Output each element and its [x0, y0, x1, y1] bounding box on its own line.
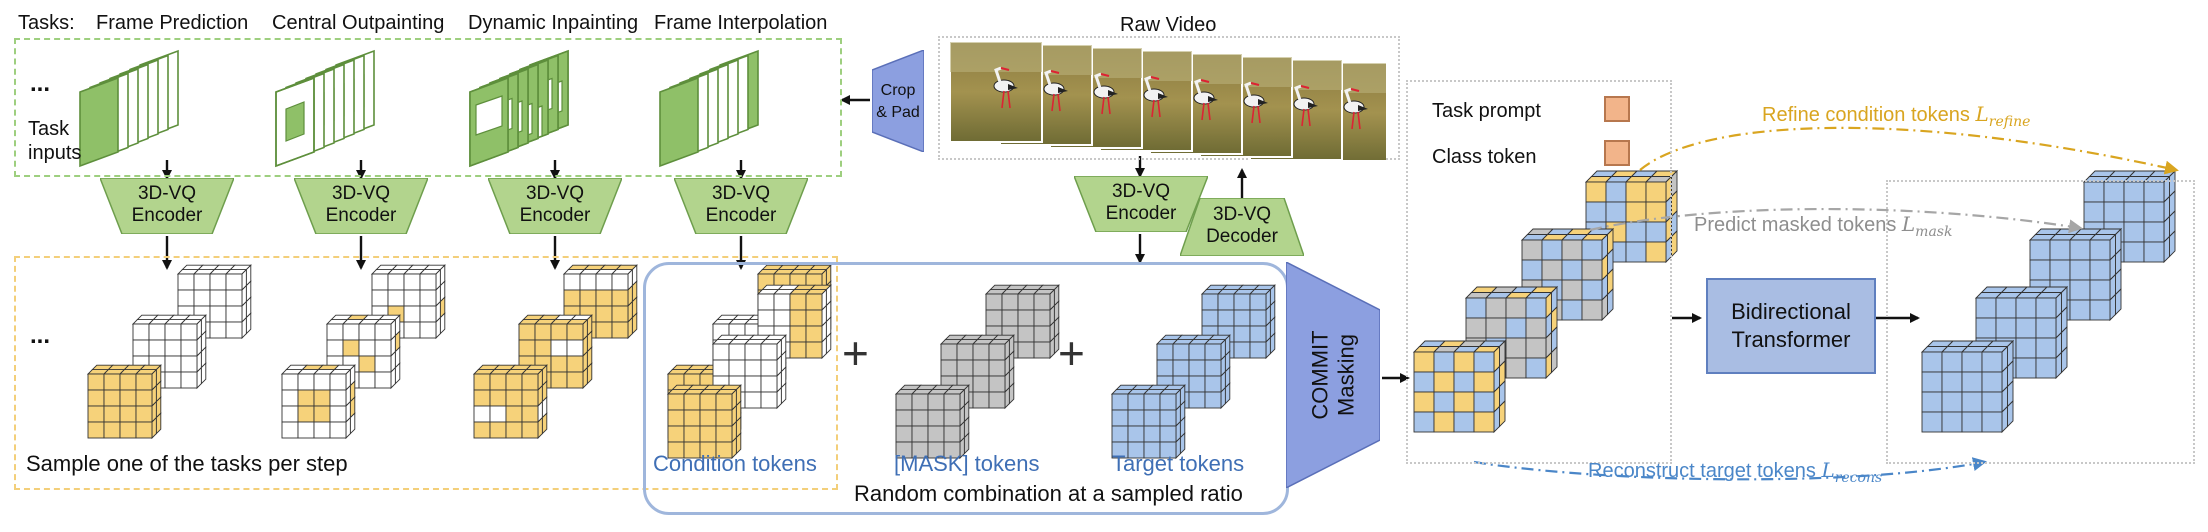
commit-label: COMMIT — [1308, 330, 1334, 420]
token-cube — [472, 364, 548, 440]
token-cubes — [86, 169, 2177, 460]
task-inputs-label-2: inputs — [28, 142, 82, 164]
output-cube-bottom — [1920, 339, 2015, 434]
frame-pane — [659, 76, 699, 168]
target-tokens-label: Target tokens — [1112, 451, 1245, 476]
token-cube — [666, 384, 742, 460]
recons-loss-arrow — [1473, 457, 1987, 481]
raw-video-label: Raw Video — [1120, 14, 1217, 36]
encoder-line2: Encoder — [131, 205, 203, 226]
decoder-raw-video: 3D-VQ Decoder — [1180, 198, 1304, 256]
encoder-line2: Encoder — [325, 205, 397, 226]
encoder-raw-video: 3D-VQ Encoder — [1074, 176, 1208, 232]
crop-label: Crop — [880, 82, 916, 99]
task-input-frames — [79, 49, 759, 168]
task-inputs-box — [14, 38, 842, 177]
task-frame-interpolation: Frame Interpolation — [654, 12, 828, 34]
plus-sign-1: + — [842, 327, 869, 379]
masking-label: Masking — [1334, 334, 1360, 416]
frame-pane — [469, 76, 509, 168]
tasks-label: Tasks: — [18, 12, 75, 34]
transformer-line1: Bidirectional — [1731, 299, 1851, 324]
video-frame — [949, 41, 1043, 143]
token-cube — [562, 264, 638, 340]
token-cube — [86, 364, 162, 440]
encoder-line1: 3D-VQ — [525, 183, 585, 204]
task-prompt-token-icon — [1604, 96, 1630, 122]
frame-pane — [79, 76, 119, 168]
token-samples-box — [14, 256, 838, 490]
encoder-dynamic-inpainting: 3D-VQ Encoder — [488, 178, 622, 234]
refine-loss-arrow — [1639, 126, 2179, 175]
token-cube — [984, 284, 1060, 360]
task-prompt-label: Task prompt — [1432, 100, 1541, 122]
bidirectional-transformer: Bidirectional Transformer — [1706, 278, 1876, 374]
encoder-line1: 3D-VQ — [331, 183, 391, 204]
recons-loss-label: Reconstruct target tokens Lrecons — [1588, 458, 1883, 486]
task-dynamic-inpainting: Dynamic Inpainting — [468, 12, 639, 34]
input-cube-bottom — [1412, 339, 1507, 434]
output-box — [1886, 180, 2195, 464]
output-cube-2 — [2028, 227, 2123, 322]
token-cube — [894, 384, 970, 460]
commit-masking-block: COMMIT Masking — [1286, 262, 1380, 488]
ellipsis-top: ... — [30, 70, 51, 97]
encoder-line1: 3D-VQ — [137, 183, 197, 204]
encoder-line2: Encoder — [705, 205, 777, 226]
plus-sign-2: + — [1058, 327, 1085, 379]
ellipsis-bottom: ... — [30, 322, 51, 349]
encoder-central-outpainting: 3D-VQ Encoder — [294, 178, 428, 234]
encoder-line1: 3D-VQ — [711, 183, 771, 204]
decoder-line1: 3D-VQ — [1212, 204, 1272, 225]
crop-pad-block: Crop & Pad — [872, 50, 924, 152]
encoder-frame-interpolation: 3D-VQ Encoder — [674, 178, 808, 234]
decoder-line2: Decoder — [1206, 226, 1278, 247]
mask-tokens-label: [MASK] tokens — [894, 451, 1040, 476]
encoder-line1: 3D-VQ — [1111, 181, 1171, 202]
task-inputs-label-1: Task — [28, 118, 70, 140]
class-token-icon — [1604, 140, 1630, 166]
sample-caption: Sample one of the tasks per step — [26, 451, 348, 476]
predict-loss-arrow — [1589, 207, 2083, 234]
token-cube — [756, 284, 832, 360]
raw-video-frames — [946, 40, 1386, 160]
task-central-outpainting: Central Outpainting — [272, 12, 445, 34]
token-cube — [280, 364, 356, 440]
token-cube — [1110, 384, 1186, 460]
transformer-line2: Transformer — [1731, 327, 1851, 352]
encoder-line2: Encoder — [519, 205, 591, 226]
frame-pane — [275, 76, 315, 168]
refine-loss-label: Refine condition tokens Lrefine — [1762, 102, 2031, 130]
raw-video-box — [938, 36, 1400, 160]
task-frame-prediction: Frame Prediction — [96, 12, 249, 34]
combination-box — [643, 262, 1289, 515]
class-token-label: Class token — [1432, 146, 1537, 168]
encoder-frame-prediction: 3D-VQ Encoder — [100, 178, 234, 234]
arrows — [162, 95, 2179, 481]
condition-tokens-label: Condition tokens — [653, 451, 817, 476]
encoder-line2: Encoder — [1105, 203, 1177, 224]
predict-loss-label: Predict masked tokens Lmask — [1694, 212, 1953, 240]
pad-label: & Pad — [876, 104, 920, 121]
random-combination-label: Random combination at a sampled ratio — [854, 481, 1243, 506]
right-input-box — [1406, 80, 1672, 464]
